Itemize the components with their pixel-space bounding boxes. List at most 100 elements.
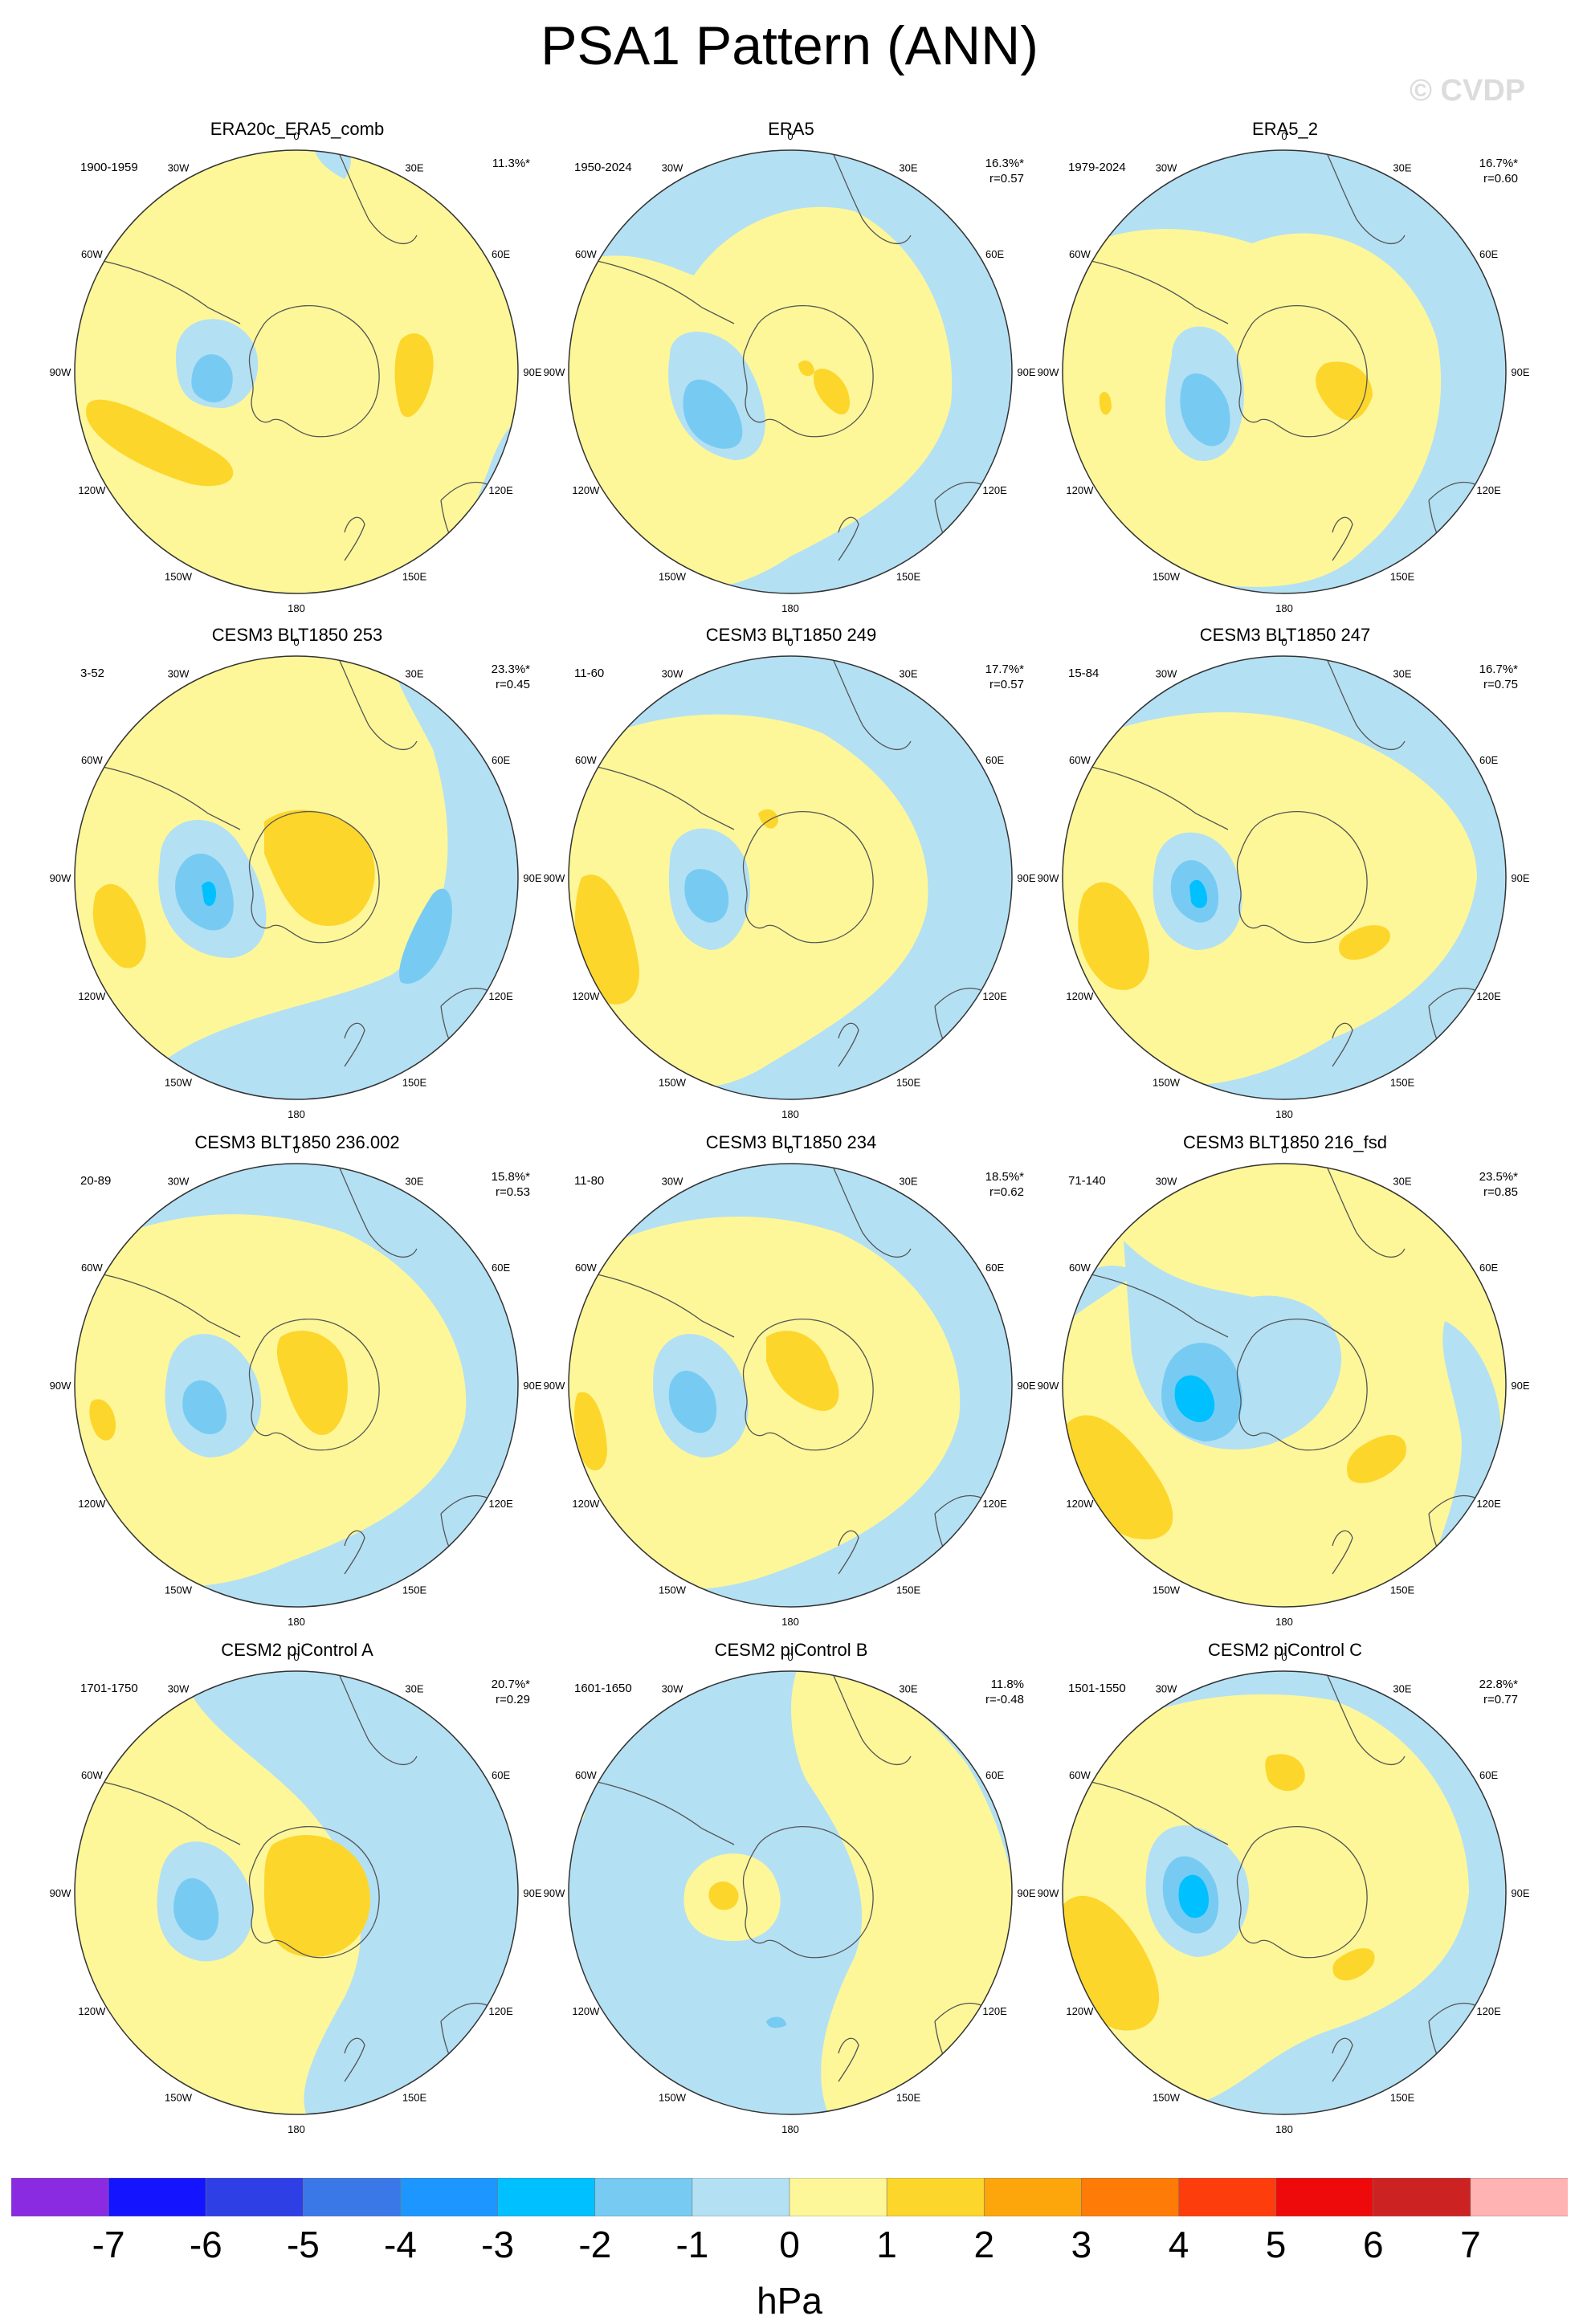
percent-variance: 16.7%* (1479, 663, 1518, 676)
longitude-label: 90E (523, 1380, 541, 1392)
longitude-label: 150W (659, 2092, 687, 2104)
longitude-label: 180 (1275, 602, 1293, 614)
longitude-label: 150W (1153, 2092, 1181, 2104)
contour-region (152, 656, 518, 1099)
coastline (1332, 2037, 1353, 2082)
contour-region (276, 1330, 348, 1435)
longitude-label: 150E (896, 571, 921, 583)
contour-region (1178, 1874, 1209, 1918)
colorbar-swatch (886, 2178, 985, 2216)
longitude-label: 60W (1069, 248, 1091, 260)
longitude-label: 90W (50, 872, 71, 884)
longitude-label: 90W (1038, 366, 1059, 378)
coastline (838, 2037, 859, 2082)
colorbar-tick-label: -4 (384, 2224, 417, 2265)
longitude-label: 90W (50, 1380, 71, 1392)
contour-background (75, 150, 518, 593)
colorbar-tick-label: -7 (92, 2224, 125, 2265)
longitude-label: 90E (1017, 872, 1035, 884)
contour-region (1339, 925, 1390, 960)
longitude-label: 30E (899, 161, 917, 173)
longitude-label: 30W (1156, 1175, 1177, 1187)
longitude-label: 30E (405, 161, 423, 173)
longitude-label: 60W (575, 1769, 597, 1781)
longitude-label: 120E (1476, 2005, 1501, 2017)
longitude-label: 90W (50, 366, 71, 378)
pattern-correlation: r=0.53 (496, 1185, 530, 1199)
contour-region (708, 1881, 739, 1910)
longitude-label: 30W (168, 1175, 190, 1187)
coastline (742, 1319, 874, 1451)
longitude-label: 60W (1069, 754, 1091, 766)
longitude-label: 60E (985, 754, 1004, 766)
longitude-label: 0 (787, 130, 793, 142)
longitude-label: 60W (1069, 1769, 1091, 1781)
polar-map: 0 30E 60E 90E 120E 150E 180 150W 120W 90W 60W 30W (1038, 636, 1530, 1120)
longitude-label: 30E (1393, 1682, 1411, 1694)
longitude-label: 120E (1476, 484, 1501, 496)
contour-region (202, 881, 216, 907)
contour-region (1174, 1375, 1215, 1422)
coastline (248, 1826, 380, 1959)
longitude-label: 120W (572, 990, 600, 1002)
contour-region (569, 1788, 585, 1820)
map-panel: 0 30E 60E 90E 120E 150E 180 150W 120W 90W 60W 30W CE… (48, 1640, 546, 2146)
longitude-label: 150E (896, 1584, 921, 1596)
longitude-label: 180 (781, 1108, 799, 1120)
colorbar-tick-label: 5 (1265, 2224, 1287, 2265)
colorbar-tick-label: -1 (675, 2224, 709, 2265)
colorbar-swatch (983, 2178, 1083, 2216)
longitude-label: 30W (662, 1175, 683, 1187)
longitude-label: 180 (1275, 1616, 1293, 1628)
coastline (1316, 656, 1406, 750)
longitude-label: 120E (982, 1498, 1007, 1510)
coastline (344, 516, 365, 561)
longitude-label: 150E (1390, 571, 1415, 583)
coastline (1236, 1826, 1368, 1959)
map-panel: 0 30E 60E 90E 120E 150E 180 150W 120W 90W 60W 30W CE… (1036, 1640, 1534, 2146)
longitude-label: 120E (488, 484, 513, 496)
coastline (328, 150, 418, 244)
longitude-label: 90W (544, 872, 565, 884)
coastline (95, 764, 241, 830)
longitude-label: 150E (1390, 1584, 1415, 1596)
longitude-label: 90E (523, 366, 541, 378)
panel-title: ERA20c_ERA5_comb (210, 119, 385, 139)
longitude-label: 150E (1390, 1077, 1415, 1089)
period-label: 1601-1650 (574, 1682, 632, 1695)
map-panel: 0 30E 60E 90E 120E 150E 180 150W 120W 90W 60W 30W ER… (1036, 119, 1534, 625)
colorbar-swatch (303, 2178, 402, 2216)
coastline (328, 656, 418, 750)
longitude-label: 180 (288, 1616, 305, 1628)
longitude-label: 120W (78, 990, 106, 1002)
map-panel: 0 30E 60E 90E 120E 150E 180 150W 120W 90W 60W 30W ER… (48, 119, 546, 625)
colorbar-tick-label: 1 (876, 2224, 897, 2265)
percent-variance: 16.7%* (1479, 157, 1518, 170)
map-panel: 0 30E 60E 90E 120E 150E 180 150W 120W 90W 60W 30W CE… (48, 1132, 546, 1638)
pattern-correlation: r=-0.48 (985, 1693, 1024, 1706)
pattern-correlation: r=0.85 (1483, 1185, 1518, 1199)
longitude-label: 120E (488, 1498, 513, 1510)
coastline (328, 1671, 418, 1765)
coastline (344, 1530, 365, 1575)
coastline (1236, 811, 1368, 944)
longitude-label: 90E (1511, 872, 1529, 884)
contour-region (176, 1671, 518, 2114)
figure-title: PSA1 Pattern (ANN) (541, 15, 1038, 76)
colorbar-swatch (497, 2178, 596, 2216)
coastline (838, 516, 859, 561)
longitude-label: 90W (544, 1380, 565, 1392)
longitude-label: 60W (81, 248, 103, 260)
longitude-label: 180 (1275, 2123, 1293, 2135)
longitude-label: 150W (165, 571, 193, 583)
panel-title: ERA5_2 (1252, 119, 1318, 139)
longitude-label: 30E (899, 667, 917, 679)
polar-map: 0 30E 60E 90E 120E 150E 180 150W 120W 90W 60W 30W (1038, 1651, 1530, 2135)
map-boundary (568, 149, 1013, 594)
percent-variance: 23.5%* (1479, 1170, 1518, 1184)
percent-variance: 18.5%* (985, 1170, 1024, 1184)
pattern-correlation: r=0.57 (989, 172, 1024, 186)
percent-variance: 23.3%* (491, 663, 530, 676)
map-boundary (74, 1163, 519, 1608)
longitude-label: 30W (168, 1682, 190, 1694)
